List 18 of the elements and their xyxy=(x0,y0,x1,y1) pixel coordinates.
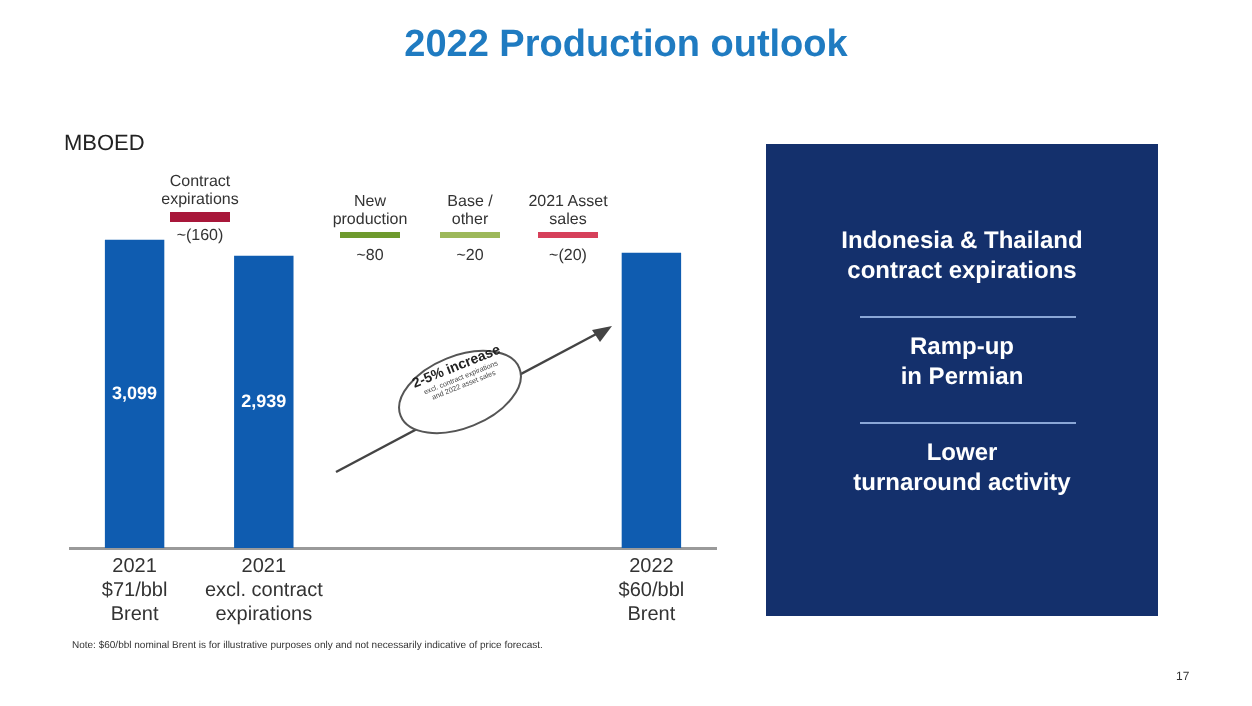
text: Lower turnaround activity xyxy=(851,438,1073,498)
text: Ramp-up in Permian xyxy=(898,332,1026,392)
data-label: 3,099 xyxy=(112,382,158,403)
x-tick-label: 2021 $71/bbl Brent xyxy=(101,555,168,626)
chart-title: 2022 Production outlook xyxy=(402,24,850,68)
annotation: ~(160) xyxy=(174,226,226,244)
text: Base / other xyxy=(447,192,493,228)
x-tick-label: 2022 $60/bbl Brent xyxy=(618,555,685,626)
data-label: 2,939 xyxy=(241,390,287,411)
text: 2021 Asset sales xyxy=(526,192,610,228)
annotation: ~(20) xyxy=(547,246,589,264)
text: Indonesia & Thailand contract expirations xyxy=(839,226,1085,286)
y-axis-title: MBOED xyxy=(64,132,145,156)
x-tick-label: 2021 excl. contract expirations xyxy=(204,555,324,626)
annotation: ~80 xyxy=(354,246,386,264)
text: Contract expirations xyxy=(159,172,241,208)
text: New production xyxy=(330,192,410,228)
annotation: ~20 xyxy=(454,246,486,264)
